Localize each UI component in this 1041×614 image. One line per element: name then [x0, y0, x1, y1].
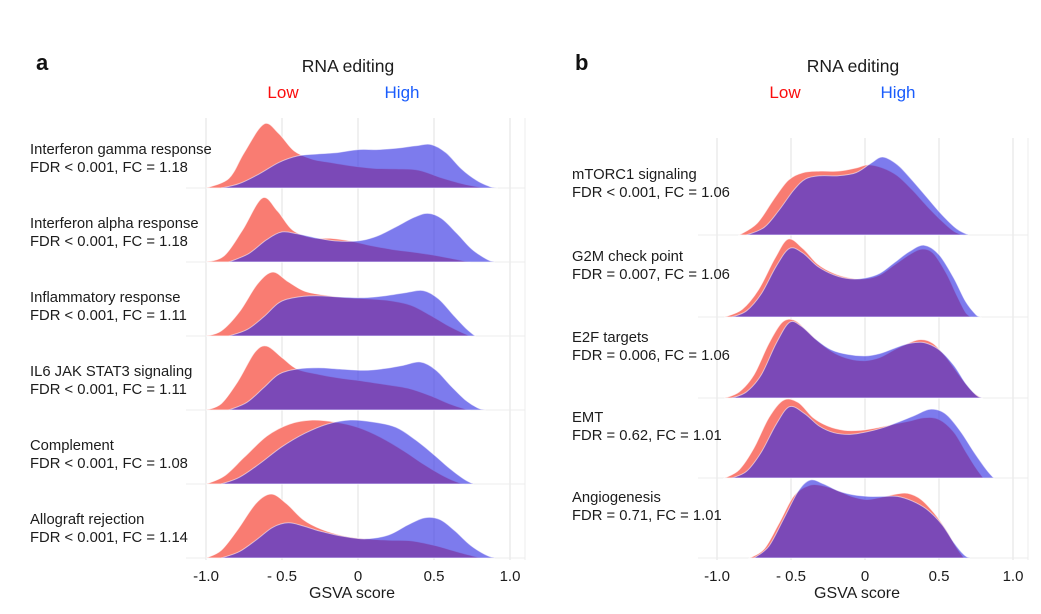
pathway-name: Complement — [30, 438, 114, 454]
pathway-label: mTORC1 signaling FDR < 0.001, FC = 1.06 — [572, 167, 730, 202]
pathway-label: Interferon alpha response FDR < 0.001, FC… — [30, 216, 199, 251]
x-tick-label: 0 — [860, 568, 870, 585]
pathway-stats: FDR = 0.007, FC = 1.06 — [572, 266, 730, 283]
pathway-stats: FDR < 0.001, FC = 1.14 — [30, 529, 188, 546]
x-tick-label: 1.0 — [1002, 568, 1024, 585]
x-tick-label: -1.0 — [704, 568, 730, 585]
pathway-label: Complement FDR < 0.001, FC = 1.08 — [30, 438, 188, 473]
panel-letter-a: a — [36, 50, 49, 75]
x-tick-label: -1.0 — [193, 568, 219, 585]
pathway-label: Angiogenesis FDR = 0.71, FC = 1.01 — [572, 490, 722, 525]
pathway-stats: FDR < 0.001, FC = 1.11 — [30, 381, 187, 398]
pathway-label: G2M check point FDR = 0.007, FC = 1.06 — [572, 249, 730, 284]
x-axis-label: GSVA score — [309, 585, 395, 602]
x-tick-label: 0 — [353, 568, 363, 585]
pathway-stats: FDR = 0.006, FC = 1.06 — [572, 347, 730, 364]
pathway-stats: FDR = 0.71, FC = 1.01 — [572, 507, 722, 524]
x-axis-label: GSVA score — [814, 585, 900, 602]
density-curve-high — [731, 244, 983, 318]
pathway-label: IL6 JAK STAT3 signaling FDR < 0.001, FC =… — [30, 364, 192, 399]
pathway-stats: FDR = 0.62, FC = 1.01 — [572, 427, 722, 444]
pathway-name: Inflammatory response — [30, 290, 181, 306]
figure-title: RNA editing — [806, 56, 900, 76]
pathway-name: Allograft rejection — [30, 512, 145, 528]
pathway-name: G2M check point — [572, 249, 684, 265]
density-curve-high — [221, 143, 498, 189]
legend-low-label: Low — [267, 83, 299, 102]
density-curve-high — [752, 479, 971, 559]
pathway-name: Interferon gamma response — [30, 142, 212, 158]
x-tick-label: 0.5 — [423, 568, 445, 585]
density-curve-high — [228, 212, 495, 263]
pathway-label: Allograft rejection FDR < 0.001, FC = 1.1… — [30, 512, 188, 547]
x-tick-label: - 0.5 — [266, 568, 298, 585]
pathway-stats: FDR < 0.001, FC = 1.08 — [30, 455, 188, 472]
pathway-stats: FDR < 0.001, FC = 1.18 — [30, 159, 188, 176]
legend-high-label: High — [384, 83, 420, 102]
pathway-name: IL6 JAK STAT3 signaling — [30, 364, 193, 380]
x-tick-label: 0.5 — [928, 568, 950, 585]
density-curve-high — [221, 516, 495, 559]
pathway-stats: FDR < 0.001, FC = 1.11 — [30, 307, 187, 324]
pathway-name: Angiogenesis — [572, 490, 661, 506]
legend-high-label: High — [880, 83, 916, 102]
density-curve-high — [731, 405, 995, 479]
pathway-label: Interferon gamma response FDR < 0.001, FC… — [30, 142, 212, 177]
x-tick-label: - 0.5 — [775, 568, 807, 585]
pathway-name: Interferon alpha response — [30, 216, 199, 232]
pathway-name: E2F targets — [572, 330, 649, 346]
pathway-label: E2F targets FDR = 0.006, FC = 1.06 — [572, 330, 730, 365]
density-curve-high — [228, 361, 486, 411]
pathway-name: mTORC1 signaling — [572, 167, 697, 183]
legend-low-label: Low — [769, 83, 801, 102]
pathway-stats: FDR < 0.001, FC = 1.18 — [30, 233, 188, 250]
panel-letter-b: b — [575, 50, 589, 75]
density-curve-high — [221, 419, 474, 485]
figure-title: RNA editing — [301, 56, 395, 76]
pathway-name: EMT — [572, 410, 604, 426]
pathway-label: Inflammatory response FDR < 0.001, FC = 1… — [30, 290, 187, 325]
pathway-label: EMT FDR = 0.62, FC = 1.01 — [572, 410, 722, 445]
pathway-stats: FDR < 0.001, FC = 1.06 — [572, 184, 730, 201]
density-curve-high — [228, 289, 477, 337]
density-curve-high — [731, 320, 983, 399]
x-tick-label: 1.0 — [499, 568, 521, 585]
density-curve-high — [746, 156, 969, 236]
